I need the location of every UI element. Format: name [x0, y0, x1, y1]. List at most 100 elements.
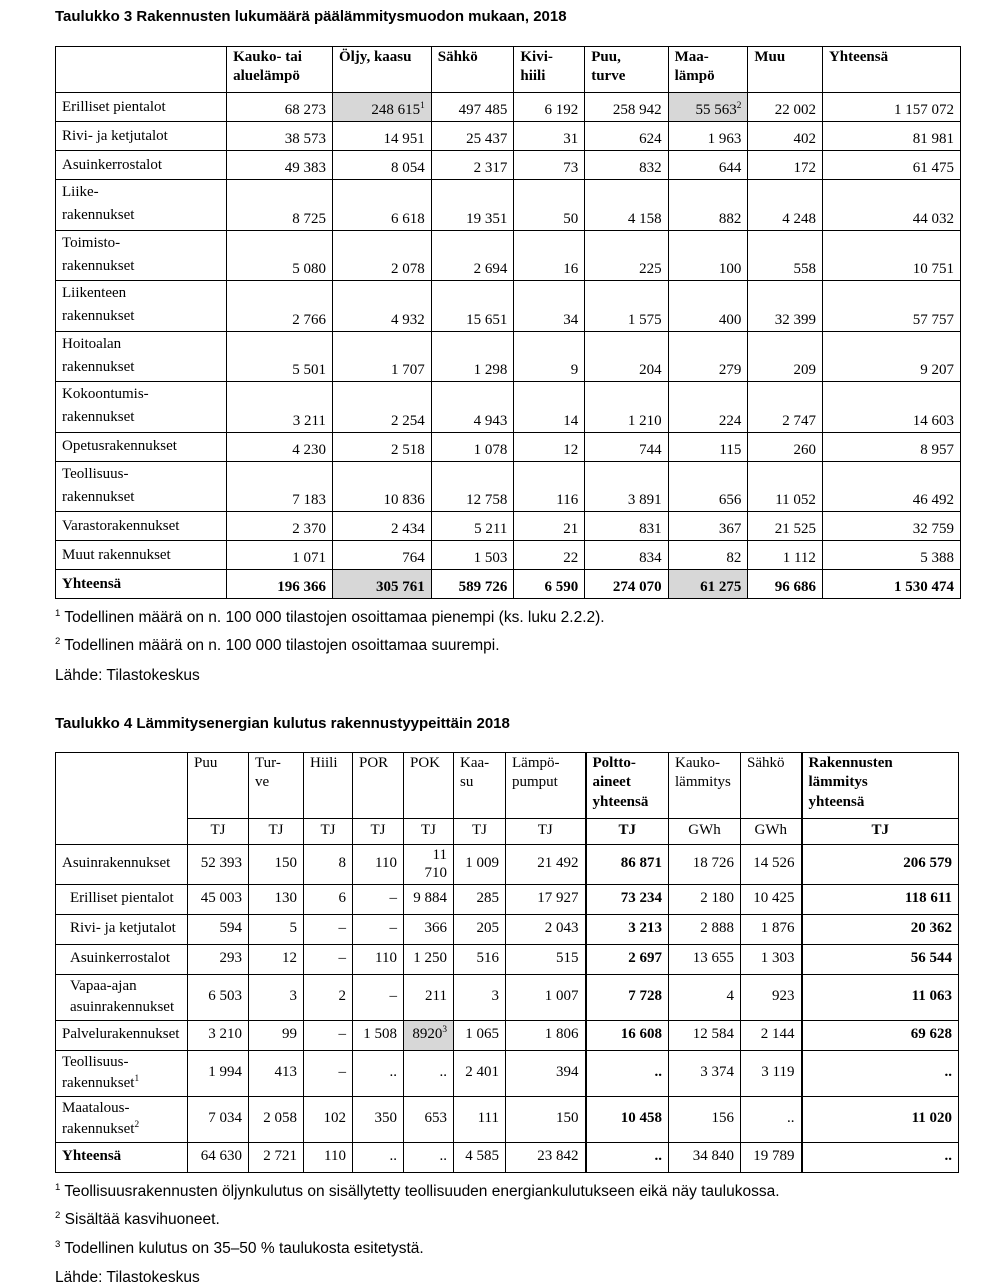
row-label: Erilliset pientalot [55, 883, 188, 915]
row-label: Opetusrakennukset [54, 431, 228, 462]
table-cell: 1 530 474 [821, 569, 962, 599]
row-label: Erilliset pientalot [54, 92, 228, 122]
table-cell: 1 078 [430, 431, 515, 462]
table-cell: – [303, 943, 353, 975]
table-cell: 10 425 [740, 883, 802, 915]
row-label: Rivi- ja ketjutalot [54, 121, 228, 151]
corner-cell [55, 751, 188, 845]
table-cell: 57 757 [821, 280, 962, 332]
table-cell: 16 [513, 229, 586, 281]
table-cell: 3 [248, 973, 304, 1021]
table-cell: 16 608 [584, 1019, 669, 1051]
table-cell: 14 [513, 381, 586, 433]
table-cell: 64 630 [187, 1141, 249, 1173]
table-cell: 69 628 [800, 1019, 959, 1051]
superscript-marker: 2 [736, 101, 742, 111]
table-cell: 5 388 [821, 540, 962, 570]
table-cell: 61 475 [821, 150, 962, 180]
table-cell: 413 [248, 1049, 304, 1097]
table-row: Teollisuus- rakennukset 7 183 10 836 12 758… [54, 460, 962, 512]
table-cell: 5 211 [430, 511, 515, 541]
column-header: Lämpö- pumput [505, 751, 586, 819]
table-cell: 49 383 [226, 150, 333, 180]
table-cell: 4 230 [226, 431, 333, 462]
table-row: Yhteensä 64 630 2 721 110.... 4 585 23 842.. 3… [55, 1141, 959, 1173]
row-label: Toimisto- rakennukset [54, 229, 228, 281]
unit-header: TJ [584, 817, 669, 845]
column-header: POK [403, 751, 454, 819]
table-cell: 6 [303, 883, 353, 915]
table-cell: 3 891 [584, 460, 669, 512]
table-cell: 2 721 [248, 1141, 304, 1173]
table-cell: 2 078 [331, 229, 432, 281]
table3-footnote-1: 1 Todellinen määrä on n. 100 000 tilasto… [55, 608, 961, 627]
table-cell: 11 052 [747, 460, 823, 512]
table-cell: 1 806 [505, 1019, 586, 1051]
table-cell: 4 158 [584, 179, 669, 231]
table-cell: 12 [513, 431, 586, 462]
column-header: Sähkö [740, 751, 802, 819]
table-cell: 52 393 [187, 843, 249, 885]
table-cell: 34 840 [668, 1141, 741, 1173]
unit-header: GWh [668, 817, 741, 845]
table-cell: 225 [584, 229, 669, 281]
table4-footnotes: 1 Teollisuusrakennusten öljynkulutus on … [55, 1182, 961, 1287]
column-header: POR [352, 751, 404, 819]
table-cell: 1 250 [403, 943, 454, 975]
table-cell: 56 544 [800, 943, 959, 975]
footnote-marker: 1 [55, 607, 61, 619]
table-cell: .. [584, 1141, 669, 1173]
table-cell: 3 213 [584, 913, 669, 945]
column-header: Poltto- aineet yhteensä [584, 751, 669, 819]
footnote-marker: 3 [55, 1238, 61, 1250]
table-cell: 1 157 072 [821, 92, 962, 122]
table-cell: 4 248 [747, 179, 823, 231]
table-row: Liike- rakennukset 8 725 6 618 19 351 50 4 15… [54, 179, 962, 231]
footnote-marker: 2 [55, 1209, 61, 1221]
table-cell: 2 434 [331, 511, 432, 541]
table4-title: Taulukko 4 Lämmitysenergian kulutus rake… [55, 714, 510, 732]
table-cell: 7 183 [226, 460, 333, 512]
table-cell: .. [403, 1049, 454, 1097]
table-cell: 10 836 [331, 460, 432, 512]
table-cell: 12 584 [668, 1019, 741, 1051]
table-cell: 1 071 [226, 540, 333, 570]
table-cell: 6 590 [513, 569, 586, 599]
table-cell: 10 458 [584, 1095, 669, 1143]
column-header: Hiili [303, 751, 353, 819]
table-cell: 3 210 [187, 1019, 249, 1051]
table-cell: 594 [187, 913, 249, 945]
table-cell: 923 [740, 973, 802, 1021]
table-row: Varastorakennukset 2 370 2 434 5 211 21 831 36… [54, 511, 962, 541]
table-cell: 1 112 [747, 540, 823, 570]
table4-footnote-3: 3 Todellinen kulutus on 35–50 % taulukos… [55, 1239, 961, 1258]
table-cell: 11 063 [800, 973, 959, 1021]
table-row: Asuinkerrostalot 293 12–110 1 250 516 515 2 69… [55, 943, 959, 975]
superscript-marker: 1 [420, 101, 425, 111]
table-cell: 1 298 [430, 330, 515, 382]
table-cell: 2 697 [584, 943, 669, 975]
table-cell: 8 054 [331, 150, 432, 180]
table-cell: 2 [303, 973, 353, 1021]
table-row: Rivi- ja ketjutalot 38 573 14 951 25 437 31 6… [54, 121, 962, 151]
table-cell: 73 234 [584, 883, 669, 915]
table-cell: 1 707 [331, 330, 432, 382]
table-cell: 96 686 [747, 569, 823, 599]
table-cell: 12 758 [430, 460, 515, 512]
table-cell: 394 [505, 1049, 586, 1097]
row-label: Varastorakennukset [54, 511, 228, 541]
table-cell: 1 303 [740, 943, 802, 975]
column-header: Kivi- hiili [513, 46, 586, 93]
table-cell: 558 [747, 229, 823, 281]
unit-header: GWh [740, 817, 802, 845]
table-cell: 150 [248, 843, 304, 885]
column-header: Rakennusten lämmitys yhteensä [800, 751, 959, 819]
table-row: Asuinrakennukset 52 393 150 8 110 11 710 1 009… [55, 843, 959, 885]
unit-header: TJ [453, 817, 506, 845]
table-cell: 22 [513, 540, 586, 570]
table-cell: .. [403, 1141, 454, 1173]
table-cell: 367 [667, 511, 749, 541]
table-cell: 22 002 [747, 92, 823, 122]
table-cell: 3 374 [668, 1049, 741, 1097]
